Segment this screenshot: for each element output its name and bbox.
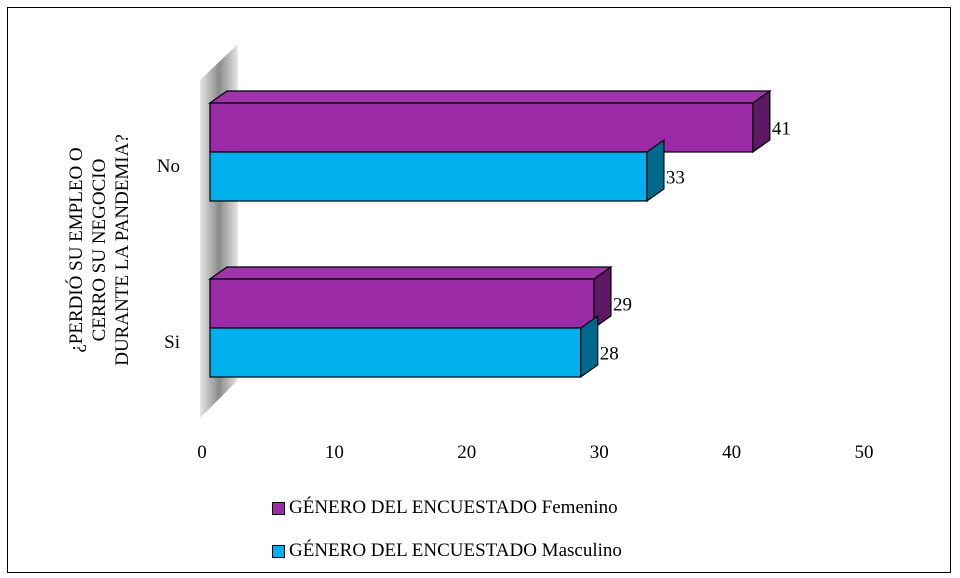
data-label-0: 41 [772,119,791,140]
legend-item-masculino: GÉNERO DEL ENCUESTADO Masculino [272,540,622,562]
data-label-3: 28 [600,344,619,365]
y-axis-title-line-3: DURANTE LA PANDEMIA? [112,134,133,366]
x-tick-label-30: 30 [590,442,609,463]
category-label-si: Si [164,332,180,353]
x-tick-label-40: 40 [722,442,741,463]
y-axis-title-line-1: ¿PERDIÓ SU EMPLEO O [65,147,87,352]
bar-side-si-0 [593,265,612,330]
x-tick-label-20: 20 [457,442,476,463]
legend-swatch-femenino [272,501,285,515]
y-axis-title-line-2: CERRO SU NEGOCIO [89,159,110,342]
legend-item-femenino: GÉNERO DEL ENCUESTADO Femenino [272,497,618,519]
data-label-1: 33 [666,168,685,189]
bar-si-0 [209,278,595,329]
bar-si-1 [209,327,582,378]
bar-no-1 [209,151,648,202]
bar-side-no-1 [646,138,665,203]
legend-swatch-masculino [272,544,285,558]
bar-top-no-0 [208,90,772,104]
bar-no-0 [209,102,754,153]
x-tick-label-0: 0 [197,442,207,463]
legend-label-masculino: GÉNERO DEL ENCUESTADO Masculino [289,540,622,561]
bar-side-si-1 [580,314,599,379]
y-axis-title: ¿PERDIÓ SU EMPLEO O CERRO SU NEGOCIO DURAN… [65,134,133,366]
bar-side-no-0 [752,89,771,154]
data-label-2: 29 [613,295,632,316]
x-tick-label-10: 10 [325,442,344,463]
x-tick-label-50: 50 [855,442,874,463]
bar-top-si-0 [208,266,613,280]
legend-label-femenino: GÉNERO DEL ENCUESTADO Femenino [289,497,618,518]
category-label-no: No [157,156,180,177]
